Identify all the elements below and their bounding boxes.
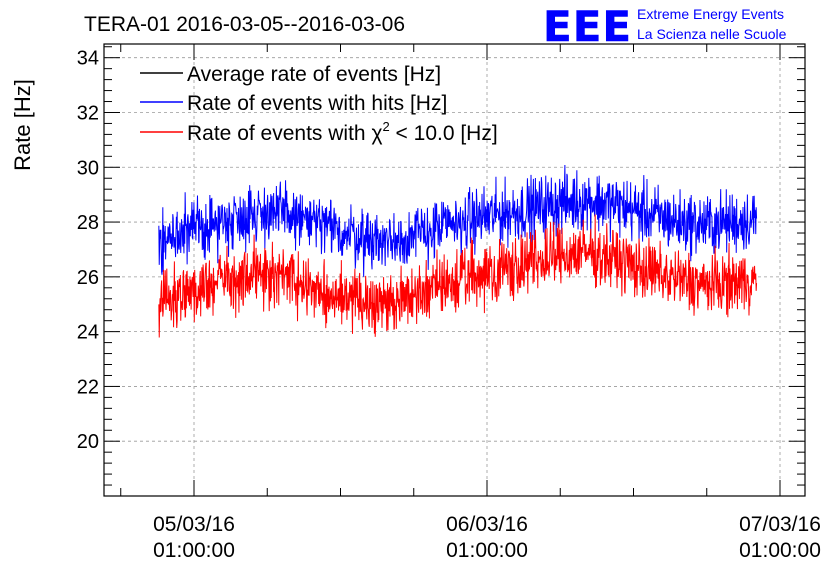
legend-label-avg: Average rate of events [Hz] bbox=[187, 63, 441, 86]
y-tick-label: 34 bbox=[77, 48, 99, 70]
x-tick-label-date: 05/03/16 bbox=[153, 513, 235, 536]
chart-title: TERA-01 2016-03-05--2016-03-06 bbox=[84, 13, 405, 36]
x-tick-label-date: 06/03/16 bbox=[446, 513, 528, 536]
x-tick-label-time: 01:00:00 bbox=[446, 539, 528, 562]
series-line-chi2 bbox=[158, 214, 758, 338]
eee-logo: EEE Extreme Energy Events La Scienza nel… bbox=[543, 2, 787, 52]
legend: Average rate of events [Hz] Rate of even… bbox=[140, 63, 498, 145]
series-line-hits bbox=[158, 165, 758, 277]
eee-logo-mark: EEE bbox=[543, 2, 632, 51]
y-tick-label: 24 bbox=[77, 322, 99, 344]
plot-frame bbox=[103, 43, 806, 497]
y-tick-label: 22 bbox=[77, 376, 99, 398]
y-axis-label: Rate [Hz] bbox=[10, 79, 35, 171]
y-tick-label: 32 bbox=[77, 102, 99, 124]
x-tick-label-time: 01:00:00 bbox=[153, 539, 235, 562]
y-tick-label: 30 bbox=[77, 157, 99, 179]
legend-label-chi2: Rate of events with χ2 < 10.0 [Hz] bbox=[187, 119, 498, 145]
legend-label-hits: Rate of events with hits [Hz] bbox=[187, 92, 447, 115]
x-tick-label-date: 07/03/16 bbox=[739, 513, 821, 536]
y-tick-label: 26 bbox=[77, 267, 99, 289]
y-tick-label: 28 bbox=[77, 212, 99, 234]
y-tick-label: 20 bbox=[77, 431, 99, 453]
series-layer bbox=[158, 165, 758, 338]
axes-ticks: 20 22 24 26 28 30 32 34 05/03/16 01:00:00 06/03/16… bbox=[77, 44, 821, 562]
logo-line-2: La Scienza nelle Scuole bbox=[637, 26, 787, 42]
x-tick-label-time: 01:00:00 bbox=[739, 539, 821, 562]
logo-line-1: Extreme Energy Events bbox=[637, 6, 784, 22]
